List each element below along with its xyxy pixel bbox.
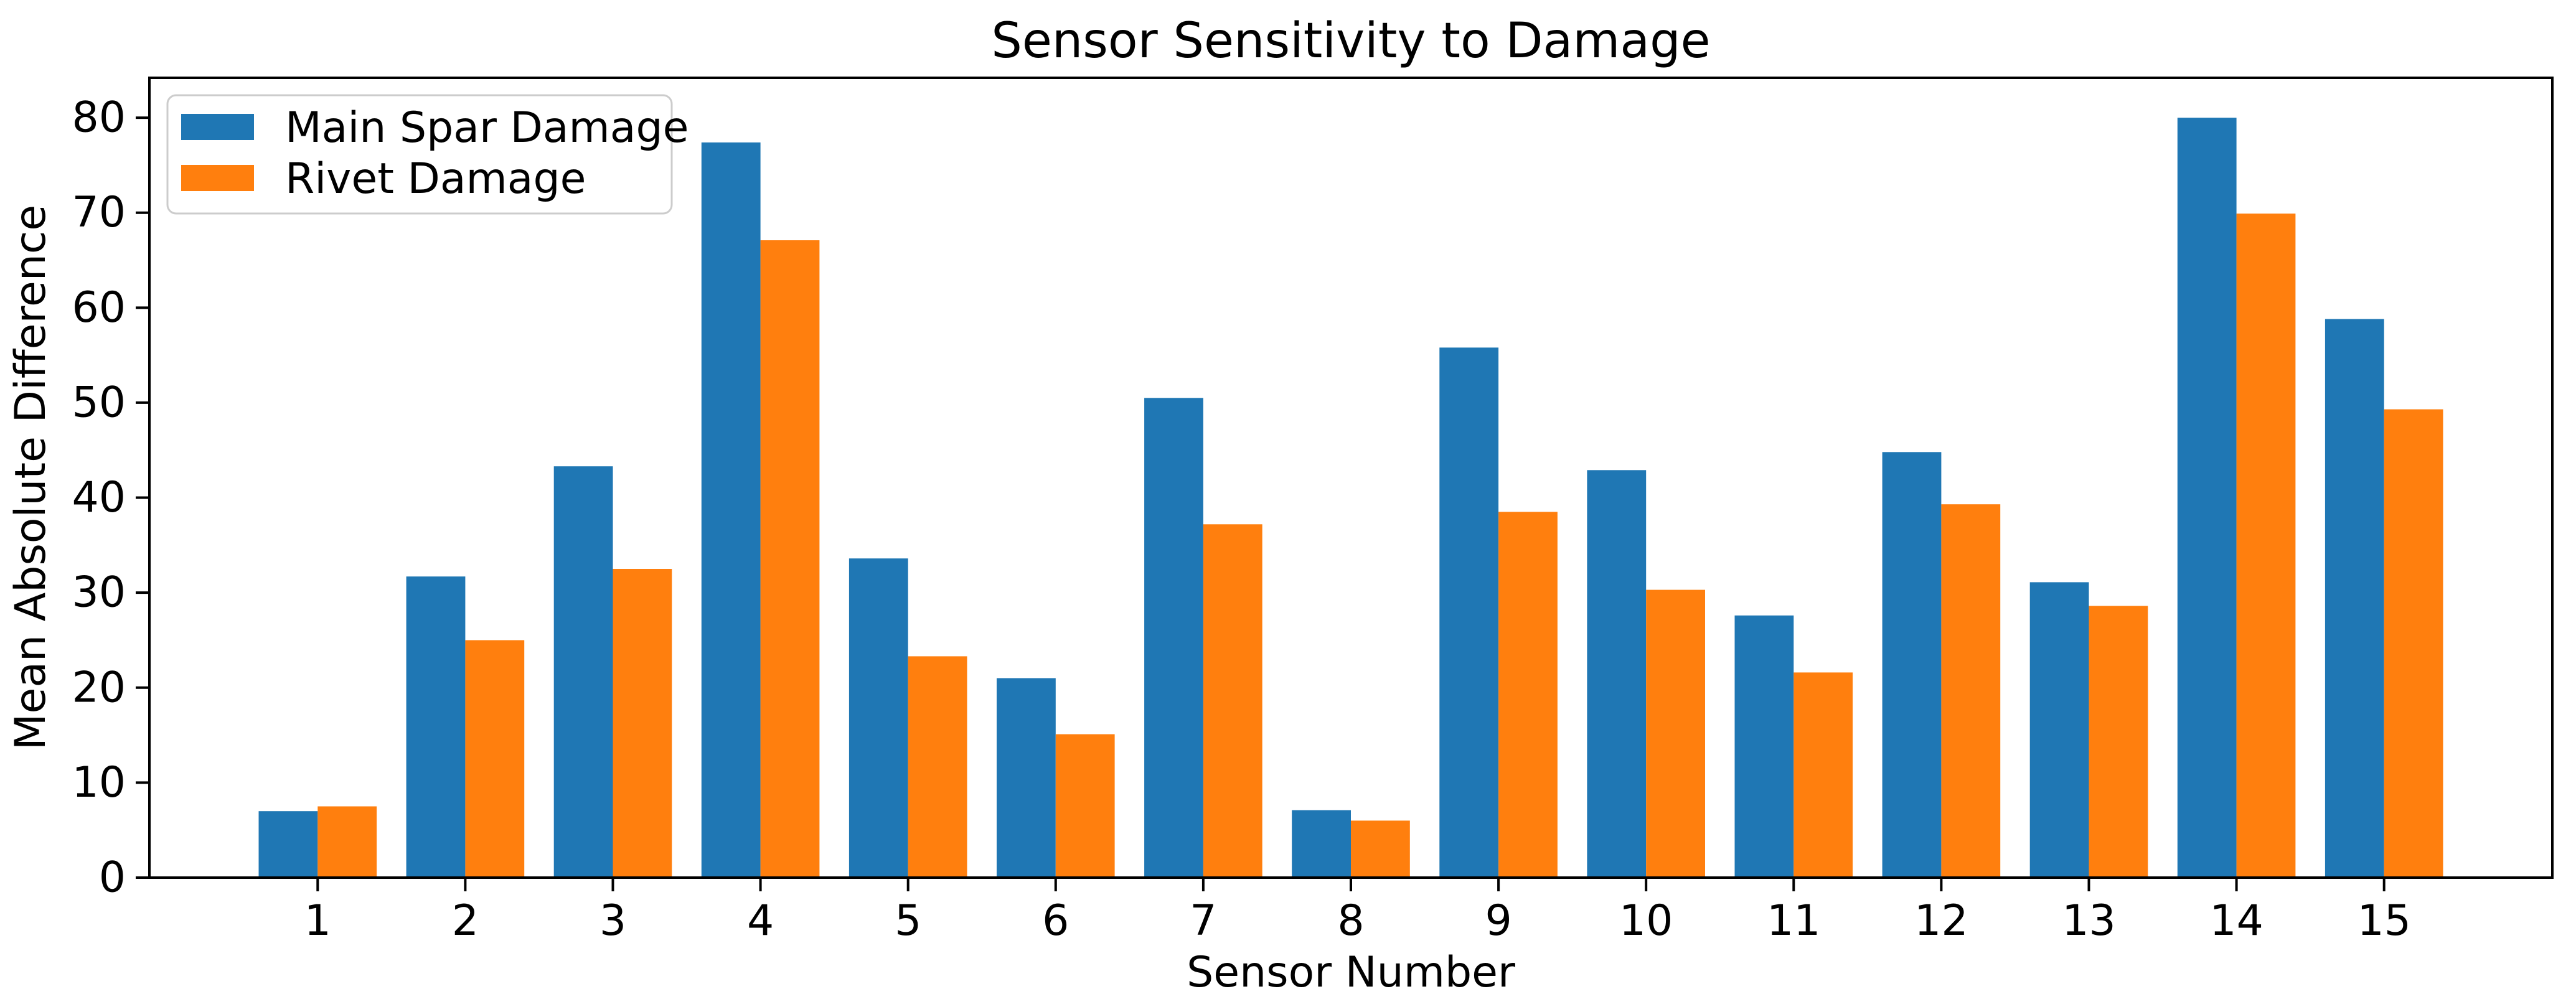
y-tick-label-0: 0 [99, 853, 126, 903]
bar-rivet-sensor-11 [1793, 672, 1853, 878]
bar-rivet-sensor-3 [613, 569, 672, 878]
bar-rivet-sensor-2 [465, 640, 525, 878]
bar-main-spar-sensor-8 [1292, 810, 1351, 878]
bar-main-spar-sensor-10 [1587, 470, 1647, 878]
x-tick-label-8: 8 [1337, 896, 1364, 945]
x-tick-label-6: 6 [1042, 896, 1069, 945]
bar-main-spar-sensor-12 [1882, 452, 1942, 878]
bar-rivet-sensor-8 [1351, 820, 1410, 878]
legend-label-rivet: Rivet Damage [285, 154, 586, 204]
x-tick-label-3: 3 [599, 896, 626, 945]
x-tick-label-4: 4 [747, 896, 774, 945]
legend: Main Spar Damage Rivet Damage [166, 94, 689, 215]
bar-main-spar-sensor-2 [406, 576, 466, 878]
y-tick-label-70: 70 [72, 188, 126, 237]
bar-rivet-sensor-10 [1646, 589, 1705, 878]
x-tick-label-5: 5 [895, 896, 921, 945]
x-tick-label-10: 10 [1619, 896, 1673, 945]
bar-rivet-sensor-9 [1498, 512, 1558, 878]
bar-rivet-sensor-4 [760, 240, 820, 878]
bars-group [258, 118, 2443, 878]
legend-box [166, 94, 673, 215]
x-tick-label-15: 15 [2357, 896, 2411, 945]
y-tick-label-50: 50 [72, 378, 126, 427]
bar-main-spar-sensor-5 [848, 558, 908, 878]
bar-main-spar-sensor-11 [1734, 615, 1794, 878]
y-axis-ticks: 0 10 20 30 40 50 60 70 80 [72, 93, 149, 903]
bar-rivet-sensor-14 [2236, 213, 2296, 878]
bar-rivet-sensor-6 [1055, 734, 1115, 878]
bar-main-spar-sensor-13 [2029, 582, 2089, 878]
bar-main-spar-sensor-1 [258, 811, 318, 878]
bar-main-spar-sensor-9 [1439, 347, 1499, 878]
x-axis-label: Sensor Number [1187, 948, 1515, 997]
bar-main-spar-sensor-14 [2177, 118, 2237, 878]
y-tick-label-30: 30 [72, 568, 126, 617]
bar-rivet-sensor-15 [2384, 409, 2443, 878]
axes-spines [148, 77, 2554, 879]
y-tick-label-60: 60 [72, 283, 126, 332]
bar-main-spar-sensor-6 [997, 678, 1056, 878]
x-axis-ticks: 1 2 3 4 5 6 7 8 9 10 11 12 13 14 15 [304, 878, 2411, 945]
bar-main-spar-sensor-4 [701, 142, 761, 878]
y-axis-label: Mean Absolute Difference [6, 205, 55, 750]
legend-swatch-main-spar [181, 114, 254, 140]
y-tick-label-40: 40 [72, 473, 126, 522]
bar-main-spar-sensor-15 [2325, 319, 2384, 878]
bar-rivet-sensor-1 [317, 806, 377, 878]
bar-rivet-sensor-7 [1203, 524, 1262, 878]
x-tick-label-7: 7 [1190, 896, 1216, 945]
x-tick-label-1: 1 [304, 896, 331, 945]
y-tick-label-20: 20 [72, 663, 126, 712]
legend-swatch-rivet [181, 165, 254, 191]
x-tick-label-13: 13 [2062, 896, 2116, 945]
x-tick-label-14: 14 [2209, 896, 2263, 945]
chart-title: Sensor Sensitivity to Damage [991, 13, 1710, 69]
bar-main-spar-sensor-7 [1144, 398, 1203, 878]
x-tick-label-12: 12 [1914, 896, 1968, 945]
bar-rivet-sensor-13 [2089, 606, 2148, 878]
x-tick-label-11: 11 [1767, 896, 1821, 945]
legend-label-main-spar: Main Spar Damage [285, 103, 689, 152]
bar-rivet-sensor-12 [1941, 504, 2001, 878]
x-tick-label-2: 2 [452, 896, 479, 945]
y-tick-label-10: 10 [72, 758, 126, 807]
bar-main-spar-sensor-3 [553, 466, 613, 878]
bar-rivet-sensor-5 [908, 656, 967, 878]
x-tick-label-9: 9 [1485, 896, 1511, 945]
y-tick-label-80: 80 [72, 93, 126, 143]
